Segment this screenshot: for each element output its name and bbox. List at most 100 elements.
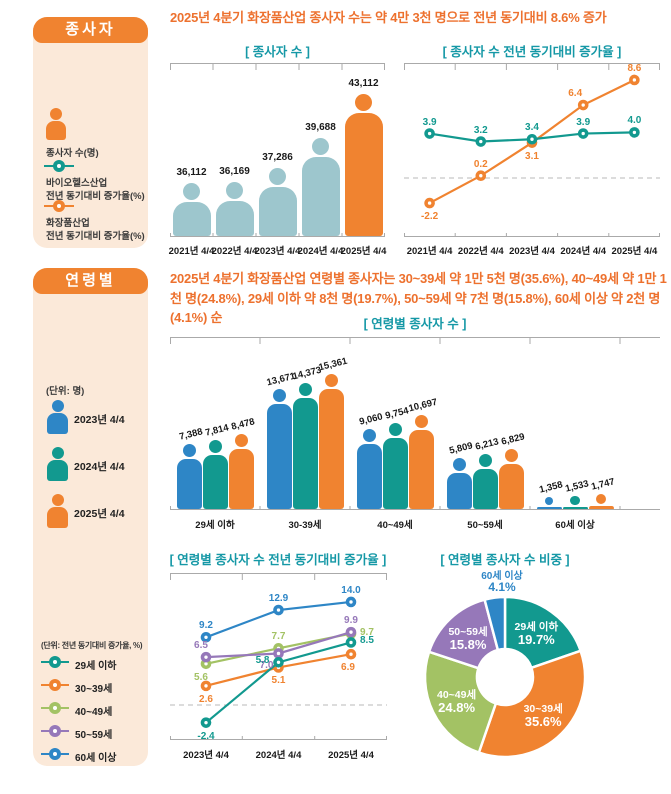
data-point-core [204,655,208,659]
x-axis-label: 2021년 4/4 [168,246,215,257]
point-value-label: 3.1 [525,150,539,162]
person-2024-icon [47,447,68,481]
point-value-label: 9.9 [344,615,358,627]
donut-slice-label: 30~39세 [523,703,563,716]
bar-value-label: 39,688 [305,121,336,133]
person-figure-head [595,493,607,505]
data-point-core [276,651,281,656]
point-value-label: 8.5 [360,635,374,647]
bar-value-label: 37,286 [262,152,293,164]
data-point-core [479,174,483,178]
legend-60plus-marker-icon [41,748,69,760]
person-figure-head [183,183,200,200]
point-value-label: 9.7 [360,626,374,638]
point-value-label: 5.1 [271,675,286,687]
person-figure-body [536,507,562,509]
person-2023-icon [47,400,68,434]
person-figure-head [324,374,338,387]
person-figure-body [344,113,383,236]
legend-40s-label: 40~49세 [75,707,113,718]
person-figure-head [226,182,243,200]
data-point-core [427,201,432,205]
point-value-label: 3.2 [473,124,488,136]
person-figure-head [452,457,466,471]
workers-section-header: 종사자 [33,17,148,43]
legend-40s-marker-icon [41,702,69,714]
data-point-core [581,131,585,136]
person-2024-label: 2024년 4/4 [74,461,125,473]
person-figure-head [570,495,580,505]
point-value-label: -2.4 [197,730,215,742]
person-figure-body [215,201,254,236]
person-figure-body [228,449,254,509]
x-axis-label: 2025년 4/4 [328,750,374,761]
person-figure-head [234,434,248,448]
bar-value-label: 43,112 [348,78,379,89]
age-growth-chart-title: [ 연령별 종사자 수 전년 동기대비 증가율 ] [169,553,387,567]
person-figure-head [355,94,372,111]
donut-slice [423,650,498,754]
x-axis-label: 2025년 4/4 [611,246,658,257]
donut-slice-label: 29세 이하 [514,621,559,634]
person-figure-body [258,187,297,236]
person-figure-body [498,463,524,509]
data-point-core [427,131,432,136]
person-2025-label: 2025년 4/4 [74,508,125,520]
cosmetics-legend-line1: 화장품산업 [46,218,90,229]
person-figure-body [446,472,472,509]
person-figure-body [176,459,202,509]
age-share-donut-chart: 29세 이하 19.7% 30~39세 35.6% 40~49세 24.8% 50~59세 1… [415,560,595,765]
person-figure-body [382,438,408,509]
donut-external-pct: 4.1% [488,580,516,594]
person-figure-body [301,156,340,236]
x-axis-label: 2023년 4/4 [183,750,229,761]
cosmetics-line-marker-icon [44,200,74,212]
workers-growth-plot [404,63,660,237]
donut-slice-label: 40~49세 [437,688,477,701]
legend-50s-marker-icon [41,725,69,737]
x-axis-label: 2024년 4/4 [255,750,302,761]
workers-section-title: 종사자 [65,21,116,38]
chart-frame [170,63,385,237]
person-2023-label: 2023년 4/4 [74,414,125,426]
age-section-title: 연령별 [65,272,116,289]
worker-person-icon [46,108,66,140]
workers-count-frame [170,63,385,237]
data-point-core [204,720,208,725]
point-value-label: 7.0 [259,660,274,672]
point-value-label: 3.9 [576,116,591,128]
person-2025-icon [47,494,68,528]
cosmetics-legend-line2: 전년 동기대비 증가율(%) [46,231,145,242]
age-share-donut [423,595,587,759]
data-point-core [204,662,208,666]
person-figure-head [312,137,329,155]
point-value-label: 0.2 [473,158,488,170]
x-axis-label: 60세 이상 [555,520,595,531]
age-unit-label: (단위: 명) [46,386,85,397]
data-point-core [276,608,281,612]
donut-slice-pct: 19.7% [517,632,555,648]
x-axis-label: 50~59세 [467,520,503,531]
point-value-label: 6.9 [341,662,355,674]
x-axis-label: 2023년 4/4 [509,246,555,257]
biohealth-legend-line2: 전년 동기대비 증가율(%) [46,191,145,202]
donut-slice [483,595,507,652]
age-headline: 2025년 4분기 화장품산업 연령별 종사자는 30~39세 약 1만 5천 … [170,271,667,325]
person-figure-body [588,506,614,509]
bar-value-label: 36,169 [219,166,250,178]
person-figure-body [172,202,211,236]
donut-slice-pct: 24.8% [438,699,476,715]
person-figure-body [408,429,434,509]
data-point-core [276,660,281,665]
person-figure-head [208,440,222,454]
biohealth-line-marker-icon [44,160,74,172]
age-count-frame [170,337,660,510]
point-value-label: 14.0 [341,584,361,596]
x-axis-label: 2022년 4/4 [457,246,504,257]
point-value-label: 6.4 [568,88,583,100]
person-figure-body [356,444,382,509]
x-axis-label: 2024년 4/4 [297,246,344,257]
person-figure-head [272,388,286,402]
workers-growth-chart: -2.2 0.2 3.1 6.4 8.6 3.9 3.2 3.4 3.9 4.0 2021년 4/4… [404,63,660,257]
biohealth-legend-line1: 바이오헬스산업 [46,178,108,189]
